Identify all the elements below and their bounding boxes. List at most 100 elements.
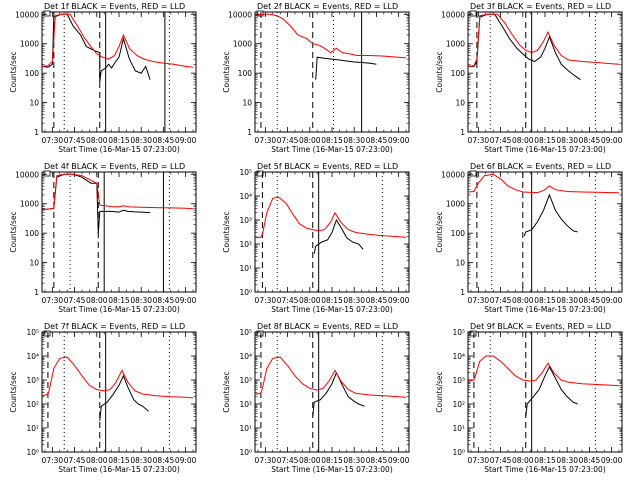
plot-frame: [41, 171, 197, 293]
x-tick-label: 08:00: [299, 456, 321, 465]
x-tick-label: 07:45: [490, 296, 512, 305]
chart-panel-5: Det 5f BLACK = Events, RED = LLD 10⁰ 10¹ 10…: [222, 162, 410, 314]
x-tick-label: 07:45: [490, 136, 512, 145]
x-tick-label: 09:00: [175, 136, 197, 145]
series-line-events: [523, 193, 578, 237]
y-tick-label: 100: [25, 69, 40, 78]
y-tick-label: 10: [455, 99, 465, 108]
y-axis-label: Counts/sec: [222, 371, 231, 412]
y-tick-label: 1000: [20, 40, 39, 49]
x-tick-label: 07:45: [277, 296, 299, 305]
x-axis-label: Start Time (16-Mar-15 07:23:00): [484, 305, 606, 314]
y-tick-label: 10000: [228, 10, 252, 19]
frame-marker-square: [256, 10, 264, 17]
x-tick-label: 08:15: [108, 136, 130, 145]
y-tick-label: 10²: [239, 240, 252, 249]
y-tick-label: 10: [29, 99, 39, 108]
y-tick-label: 10¹: [452, 424, 465, 433]
series-line-events: [313, 218, 364, 254]
x-tick-label: 07:45: [277, 136, 299, 145]
x-tick-label: 09:00: [388, 456, 410, 465]
x-tick-label: 07:30: [42, 136, 64, 145]
x-tick-label: 08:45: [366, 136, 388, 145]
y-tick-label: 1000: [446, 40, 465, 49]
y-tick-label: 10⁴: [239, 352, 252, 361]
y-tick-label: 10³: [239, 216, 252, 225]
series-line-events: [312, 371, 365, 417]
x-tick-label: 08:30: [130, 296, 152, 305]
chart-title: Det 4f BLACK = Events, RED = LLD: [44, 162, 185, 171]
y-tick-label: 10⁴: [452, 352, 465, 361]
y-tick-label: 10: [242, 99, 252, 108]
x-tick-label: 07:45: [64, 456, 86, 465]
series-line-lld: [468, 13, 620, 67]
x-tick-label: 08:15: [108, 456, 130, 465]
chart-panel-6: Det 6f BLACK = Events, RED = LLD 1 10 100 10…: [435, 162, 623, 314]
series-line-lld: [42, 13, 194, 68]
frame-marker-square: [256, 170, 264, 177]
series-line-lld: [255, 13, 407, 59]
series-line-events: [99, 374, 149, 421]
y-tick-label: 10²: [26, 400, 39, 409]
y-tick-label: 10²: [239, 400, 252, 409]
x-tick-label: 08:00: [299, 296, 321, 305]
x-tick-label: 08:45: [366, 456, 388, 465]
y-tick-label: 100: [25, 229, 40, 238]
y-tick-label: 10000: [441, 170, 465, 179]
chart-panel-3: Det 3f BLACK = Events, RED = LLD 1 10 100 10…: [435, 2, 623, 154]
x-tick-label: 08:45: [153, 136, 175, 145]
y-tick-label: 10⁵: [452, 328, 465, 337]
y-axis-label: Counts/sec: [9, 371, 18, 412]
x-tick-label: 07:45: [490, 456, 512, 465]
y-tick-label: 10³: [26, 376, 39, 385]
y-axis-label: Counts/sec: [435, 371, 444, 412]
y-tick-label: 1: [460, 288, 465, 297]
frame-marker-square: [43, 10, 51, 17]
x-tick-label: 07:30: [255, 456, 277, 465]
x-tick-label: 08:45: [153, 296, 175, 305]
x-tick-label: 08:45: [579, 136, 601, 145]
x-tick-label: 08:00: [512, 296, 534, 305]
chart-title: Det 7f BLACK = Events, RED = LLD: [44, 322, 185, 331]
y-tick-label: 10: [455, 259, 465, 268]
x-tick-label: 08:00: [512, 456, 534, 465]
y-tick-label: 10⁵: [26, 328, 39, 337]
frame-marker-square: [43, 330, 51, 337]
x-tick-label: 08:15: [534, 456, 556, 465]
x-axis-label: Start Time (16-Mar-15 07:23:00): [271, 145, 393, 154]
x-tick-label: 08:30: [130, 136, 152, 145]
y-tick-label: 10⁰: [26, 448, 39, 457]
x-tick-label: 08:00: [512, 136, 534, 145]
y-tick-label: 10000: [15, 170, 39, 179]
y-axis-label: Counts/sec: [9, 51, 18, 92]
y-tick-label: 10⁰: [239, 288, 252, 297]
plot-frame: [254, 331, 410, 453]
frame-marker-square: [256, 330, 264, 337]
series-line-lld: [42, 173, 194, 210]
x-tick-label: 08:30: [343, 296, 365, 305]
chart-panel-9: Det 9f BLACK = Events, RED = LLD 10⁰ 10¹ 10…: [435, 322, 623, 474]
y-axis-label: Counts/sec: [9, 211, 18, 252]
x-tick-label: 08:15: [321, 456, 343, 465]
x-tick-label: 08:15: [108, 296, 130, 305]
chart-title: Det 6f BLACK = Events, RED = LLD: [470, 162, 611, 171]
x-tick-label: 08:45: [153, 456, 175, 465]
x-tick-label: 09:00: [601, 456, 623, 465]
chart-title: Det 3f BLACK = Events, RED = LLD: [470, 2, 611, 11]
x-tick-label: 07:30: [468, 136, 490, 145]
y-tick-label: 1000: [20, 200, 39, 209]
y-tick-label: 10000: [15, 10, 39, 19]
x-tick-label: 08:00: [86, 136, 108, 145]
chart-panel-8: Det 8f BLACK = Events, RED = LLD 10⁰ 10¹ 10…: [222, 322, 410, 474]
chart-panel-4: Det 4f BLACK = Events, RED = LLD 1 10 100 10…: [9, 162, 197, 314]
y-tick-label: 1: [247, 128, 252, 137]
frame-marker-square: [469, 10, 477, 17]
x-tick-label: 09:00: [601, 296, 623, 305]
x-tick-label: 08:15: [321, 296, 343, 305]
x-tick-label: 09:00: [388, 296, 410, 305]
plot-frame: [467, 331, 623, 453]
x-tick-label: 08:15: [534, 136, 556, 145]
y-tick-label: 10⁴: [26, 352, 39, 361]
y-tick-label: 10⁰: [239, 448, 252, 457]
